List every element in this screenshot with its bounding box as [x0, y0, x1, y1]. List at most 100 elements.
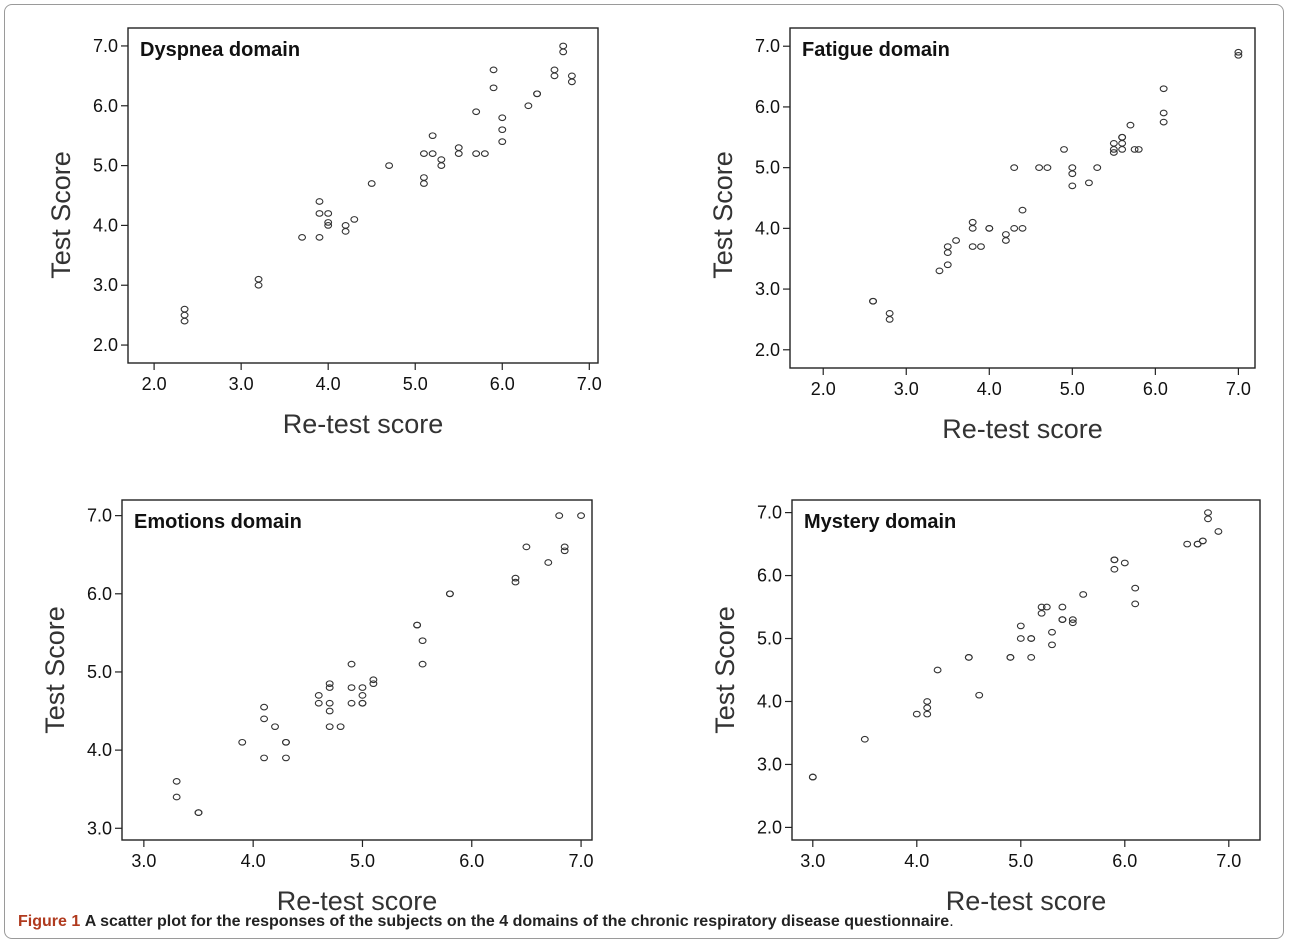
data-point — [260, 715, 269, 723]
panel-dyspnea: Dyspnea domain 2.0 3.0 4.0 5.0 6.0 7.0 2.0 3.0 4.… — [46, 27, 602, 439]
data-point — [298, 234, 307, 241]
data-point — [975, 691, 984, 699]
figure-frame — [4, 4, 1284, 939]
x-tick-label: 6.0 — [459, 851, 484, 871]
data-point — [1159, 118, 1168, 126]
y-tick-label: 3.0 — [755, 279, 780, 299]
data-point — [1204, 509, 1212, 516]
data-point — [1214, 528, 1223, 535]
data-point — [194, 809, 203, 816]
data-point — [1234, 48, 1243, 56]
data-point — [385, 162, 394, 169]
y-tick-label: 3.0 — [87, 818, 112, 838]
y-tick-label: 7.0 — [87, 506, 112, 526]
data-point — [315, 198, 324, 205]
data-point — [180, 305, 189, 313]
data-point — [419, 180, 428, 187]
data-point — [559, 42, 568, 50]
data-point — [1043, 164, 1052, 171]
panel-title: Emotions domain — [134, 511, 302, 533]
data-point — [550, 72, 559, 80]
y-tick-label: 5.0 — [87, 662, 112, 682]
data-point — [428, 150, 437, 157]
data-point — [560, 543, 569, 551]
data-point — [923, 704, 932, 712]
data-point — [437, 156, 446, 163]
x-tick-label: 3.0 — [894, 379, 919, 399]
data-point — [1068, 619, 1077, 627]
data-point — [1001, 231, 1010, 238]
data-point — [869, 297, 877, 305]
y-tick-label: 3.0 — [93, 275, 118, 295]
data-point — [1198, 537, 1207, 545]
data-point — [1068, 170, 1077, 178]
data-point — [454, 144, 463, 151]
data-point — [358, 692, 367, 699]
data-point — [1204, 515, 1212, 523]
data-point — [567, 72, 576, 80]
y-axis-label: Test Score — [40, 606, 70, 734]
x-axis-label: Re-test score — [283, 409, 444, 439]
data-point — [933, 666, 942, 674]
data-point — [336, 723, 345, 731]
panel-title: Dyspnea domain — [140, 39, 300, 61]
data-point — [1010, 225, 1019, 232]
data-point — [180, 317, 189, 325]
data-point — [428, 132, 437, 140]
data-point — [172, 793, 181, 801]
data-point — [977, 243, 985, 250]
data-point — [968, 225, 977, 232]
data-point — [254, 281, 263, 289]
x-tick-label: 6.0 — [490, 374, 515, 394]
data-point — [445, 590, 454, 598]
data-point — [341, 222, 350, 229]
y-tick-label: 4.0 — [93, 215, 118, 235]
data-point — [1048, 628, 1056, 636]
x-tick-label: 3.0 — [800, 851, 825, 871]
y-tick-label: 6.0 — [757, 566, 782, 586]
x-tick-label: 4.0 — [904, 851, 929, 871]
x-tick-label: 7.0 — [1216, 851, 1241, 871]
data-point — [172, 778, 181, 785]
data-point — [1159, 109, 1168, 117]
x-tick-label: 6.0 — [1143, 379, 1168, 399]
data-point — [489, 84, 498, 92]
data-point — [369, 676, 378, 684]
x-tick-label: 6.0 — [1112, 851, 1137, 871]
data-point — [923, 710, 932, 718]
data-point — [369, 680, 378, 688]
y-tick-label: 7.0 — [757, 503, 782, 523]
data-point — [324, 210, 333, 217]
data-point — [260, 754, 269, 762]
data-point — [943, 261, 952, 269]
data-point — [1234, 51, 1243, 59]
y-axis-label: Test Score — [46, 151, 76, 279]
caption-end: . — [949, 913, 954, 930]
data-point — [1109, 149, 1118, 156]
panel-mystery: Mystery domain 3.0 4.0 5.0 6.0 7.0 2.0 3.0 4.0 5.… — [710, 499, 1261, 916]
data-point — [498, 114, 507, 122]
caption-text: A scatter plot for the responses of the … — [84, 913, 950, 930]
data-point — [498, 138, 507, 146]
y-tick-label: 4.0 — [87, 740, 112, 760]
data-point — [1010, 164, 1019, 171]
data-point — [347, 660, 356, 668]
y-tick-label: 4.0 — [755, 218, 780, 238]
x-tick-label: 2.0 — [142, 374, 167, 394]
data-point — [472, 108, 481, 116]
panel-title: Fatigue domain — [802, 39, 950, 61]
y-tick-label: 5.0 — [755, 158, 780, 178]
plot-area — [121, 499, 593, 841]
data-point — [1037, 609, 1046, 617]
data-point — [560, 547, 569, 555]
data-point — [885, 310, 894, 317]
data-point — [1001, 237, 1010, 244]
data-point — [1042, 603, 1051, 611]
data-point — [358, 684, 367, 691]
data-point — [1048, 641, 1056, 649]
data-point — [577, 512, 586, 519]
data-point — [1120, 559, 1129, 567]
data-point — [511, 578, 520, 586]
data-point — [325, 723, 334, 731]
x-tick-label: 5.0 — [403, 374, 428, 394]
